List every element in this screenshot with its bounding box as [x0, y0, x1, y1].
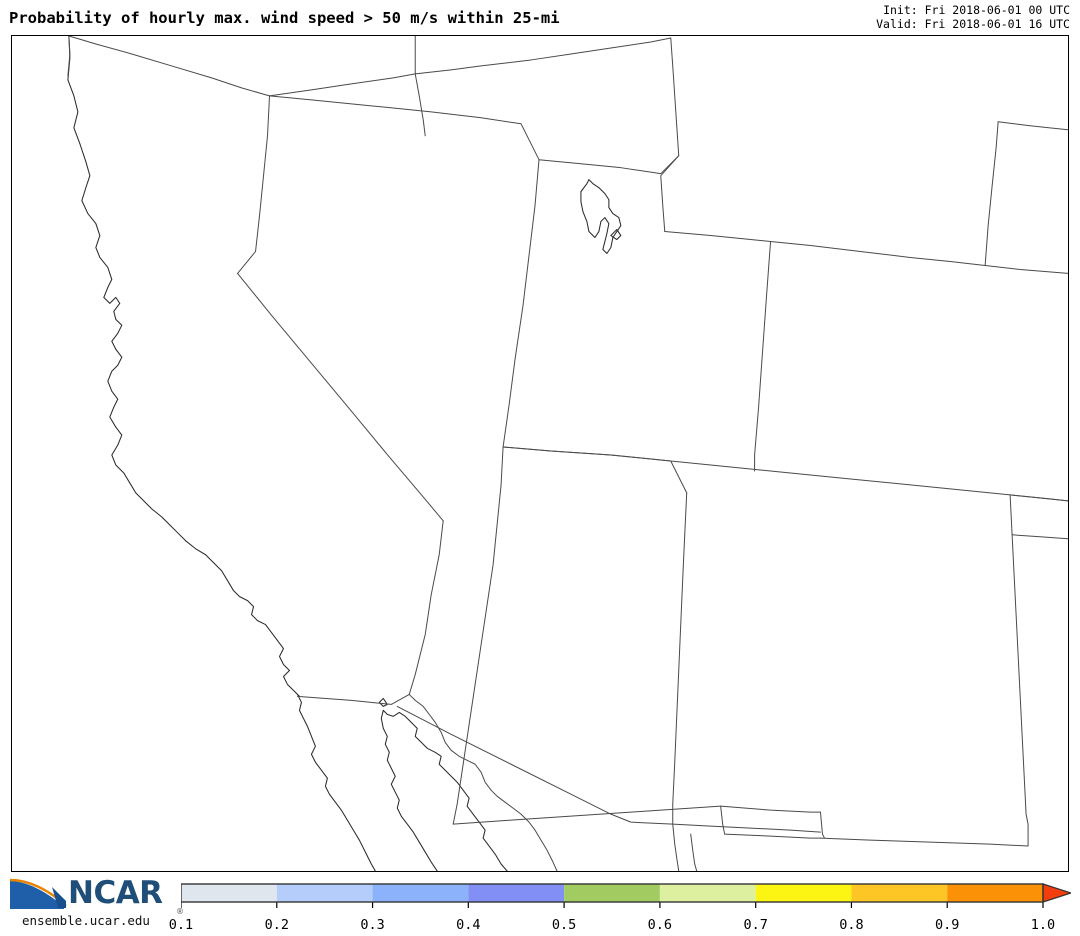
page-title: Probability of hourly max. wind speed > … — [9, 9, 560, 27]
colorbar-segment — [947, 884, 1043, 902]
map-boundaries — [12, 36, 1068, 871]
colorbar-segment — [181, 884, 277, 902]
colorbar-tick: 0.9 — [935, 917, 960, 933]
colorbar-segment — [755, 884, 852, 902]
colorbar-tick: 0.8 — [839, 917, 864, 933]
forecast-timestamps: Init: Fri 2018-06-01 00 UTC Valid: Fri 2… — [876, 3, 1070, 31]
colorbar-tick: 0.1 — [168, 917, 194, 933]
footer-bar: NCAR ® ensemble.ucar.edu 0.1 0.2 0.3 0.4 0.5… — [0, 872, 1080, 936]
colorbar-segment — [659, 884, 756, 902]
colorbar-tick-labels: 0.1 0.2 0.3 0.4 0.5 0.6 0.7 0.8 0.9 1.0 — [169, 911, 1071, 933]
colorbar-gradient — [181, 883, 1071, 908]
colorbar-segment — [372, 884, 469, 902]
ncar-logo[interactable]: NCAR ® ensemble.ucar.edu — [8, 875, 184, 933]
colorbar-extend-arrow — [1042, 883, 1071, 903]
ncar-wave-icon — [9, 878, 67, 909]
colorbar-tick: 1.0 — [1030, 917, 1056, 933]
init-time-label: Init: Fri 2018-06-01 00 UTC — [883, 3, 1070, 17]
valid-time-label: Valid: Fri 2018-06-01 16 UTC — [876, 16, 1070, 31]
ensemble-site-url: ensemble.ucar.edu — [22, 913, 150, 928]
colorbar-segment — [468, 884, 565, 902]
registered-trademark-icon: ® — [176, 907, 184, 916]
colorbar-segment — [564, 884, 660, 902]
colorbar-tick: 0.6 — [647, 917, 673, 933]
colorbar-segment — [276, 884, 373, 902]
ncar-wordmark: NCAR — [68, 875, 163, 911]
map-panel[interactable] — [11, 35, 1069, 872]
colorbar-tick: 0.4 — [456, 917, 481, 933]
colorbar-tick: 0.7 — [743, 917, 768, 933]
colorbar-tick: 0.2 — [264, 917, 289, 933]
colorbar[interactable]: 0.1 0.2 0.3 0.4 0.5 0.6 0.7 0.8 0.9 1.0 — [169, 883, 1071, 933]
colorbar-tick: 0.3 — [360, 917, 385, 933]
colorbar-tick: 0.5 — [551, 917, 577, 933]
colorbar-segment — [851, 884, 948, 902]
